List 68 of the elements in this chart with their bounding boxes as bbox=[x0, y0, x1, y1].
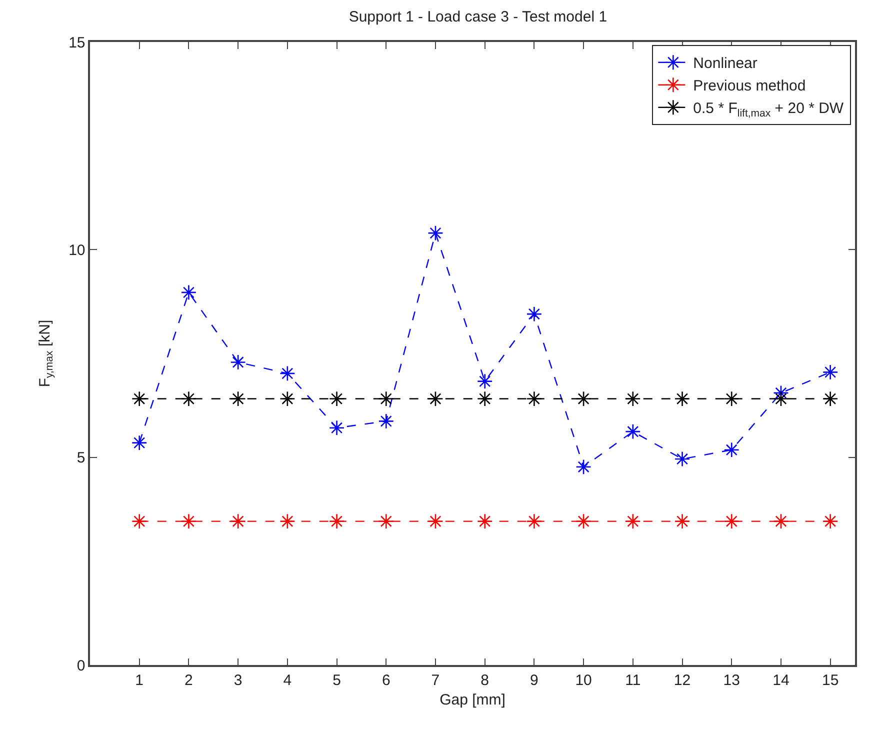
x-axis-title: Gap [mm] bbox=[440, 691, 506, 708]
x-tick-label: 3 bbox=[234, 672, 242, 689]
x-tick-label: 5 bbox=[332, 672, 341, 689]
point bbox=[674, 390, 690, 407]
point bbox=[378, 390, 394, 407]
point bbox=[428, 513, 444, 530]
point bbox=[526, 513, 542, 530]
point bbox=[822, 390, 838, 407]
y-tick-label: 15 bbox=[68, 34, 86, 52]
point bbox=[378, 413, 394, 430]
legend-label: Nonlinear bbox=[693, 55, 758, 72]
x-tick-label: 14 bbox=[772, 672, 790, 689]
point bbox=[230, 390, 246, 407]
point bbox=[625, 513, 641, 530]
point bbox=[230, 513, 246, 530]
point bbox=[724, 513, 740, 530]
y-tick-label: 10 bbox=[68, 242, 86, 259]
point bbox=[328, 513, 345, 530]
x-tick-label: 13 bbox=[723, 672, 740, 689]
point bbox=[280, 513, 296, 530]
y-tick-label: 0 bbox=[76, 657, 86, 674]
point bbox=[724, 390, 740, 407]
point bbox=[822, 364, 838, 380]
point bbox=[180, 513, 197, 530]
point bbox=[280, 390, 296, 407]
point bbox=[428, 225, 444, 241]
x-tick-label: 2 bbox=[184, 672, 193, 689]
point bbox=[674, 513, 690, 530]
point bbox=[773, 390, 789, 407]
point bbox=[625, 424, 641, 440]
x-tick-label: 10 bbox=[575, 672, 592, 689]
chart-title: Support 1 - Load case 3 - Test model 1 bbox=[348, 8, 608, 26]
point bbox=[576, 513, 592, 530]
point bbox=[230, 354, 246, 370]
point bbox=[180, 284, 197, 300]
x-tick-label: 15 bbox=[822, 672, 839, 689]
point bbox=[428, 390, 444, 407]
point bbox=[132, 513, 148, 530]
x-tick-label: 7 bbox=[431, 672, 440, 689]
point bbox=[822, 513, 838, 530]
x-tick-label: 6 bbox=[382, 672, 390, 689]
point bbox=[625, 390, 641, 407]
point bbox=[773, 513, 789, 530]
point bbox=[132, 390, 148, 407]
point bbox=[724, 442, 740, 458]
point bbox=[526, 390, 542, 407]
point bbox=[576, 390, 592, 407]
x-tick-label: 12 bbox=[674, 672, 691, 689]
point bbox=[328, 390, 345, 407]
x-tick-label: 4 bbox=[283, 672, 292, 689]
legend-label: Previous method bbox=[693, 78, 806, 95]
point bbox=[476, 373, 493, 390]
x-tick-label: 8 bbox=[480, 672, 490, 689]
x-tick-label: 11 bbox=[625, 672, 641, 689]
legend-label: 0.5 * F$_{lift,max}$ + 20 * DW bbox=[693, 100, 844, 120]
point bbox=[180, 390, 197, 407]
point bbox=[476, 513, 493, 530]
point bbox=[328, 420, 345, 436]
point bbox=[576, 459, 592, 475]
point bbox=[378, 513, 394, 530]
point bbox=[476, 390, 493, 407]
point bbox=[280, 366, 296, 382]
x-tick-label: 9 bbox=[530, 672, 538, 689]
point bbox=[132, 434, 148, 451]
point bbox=[526, 306, 542, 322]
x-tick-label: 1 bbox=[135, 672, 144, 689]
point bbox=[674, 451, 690, 467]
y-tick-label: 5 bbox=[76, 450, 86, 467]
